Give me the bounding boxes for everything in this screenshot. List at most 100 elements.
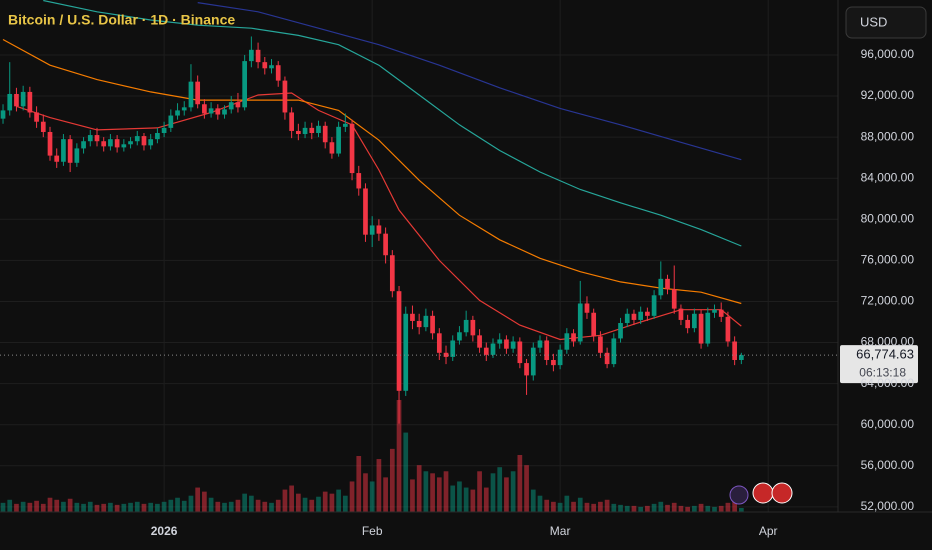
volume-bar: [114, 504, 120, 512]
volume-bar: [195, 487, 201, 512]
candle-body: [591, 312, 597, 337]
volume-bar: [67, 498, 73, 512]
currency-button[interactable]: [845, 6, 927, 39]
volume-bar: [282, 489, 288, 512]
candle-body: [624, 313, 630, 324]
volume-bar: [336, 489, 341, 512]
volume-bar: [443, 471, 449, 512]
volume-bar: [598, 501, 603, 512]
event-icon[interactable]: [752, 482, 774, 504]
candle-body: [242, 61, 248, 108]
candle-body: [108, 139, 113, 147]
volume-bar: [618, 504, 623, 512]
volume-bar: [671, 502, 677, 512]
y-tick-label: 60,000.00: [861, 417, 915, 431]
y-tick-label: 76,000.00: [861, 253, 915, 267]
moving-average: [197, 2, 742, 161]
candle-body: [457, 332, 462, 341]
volume-bar: [356, 456, 362, 512]
candle-body: [477, 335, 482, 348]
y-tick-label: 88,000.00: [861, 129, 915, 143]
candle-body: [249, 49, 254, 62]
volume-bar: [215, 501, 221, 512]
x-tick-label: Apr: [759, 524, 778, 538]
volume-bar: [20, 501, 26, 512]
volume-bar: [61, 501, 66, 512]
candle-body: [195, 81, 201, 105]
volume-bar: [202, 491, 207, 512]
candle-body: [322, 125, 328, 143]
candle-body: [396, 291, 402, 391]
moving-average: [2, 38, 742, 305]
y-tick-label: 64,000.00: [861, 376, 915, 390]
candle-body: [450, 340, 456, 357]
candle-body: [571, 333, 576, 342]
candle-body: [175, 110, 180, 116]
volume-bar: [222, 502, 227, 512]
volume-bar: [7, 499, 13, 512]
candle-body: [128, 141, 133, 145]
volume-bar: [651, 503, 657, 512]
volume-bar: [463, 487, 469, 512]
volume-bar: [0, 502, 6, 512]
volume-bar: [87, 501, 93, 512]
volume-bar: [638, 506, 644, 512]
volume-bar: [698, 503, 704, 512]
candle-body: [262, 62, 268, 69]
candle-body: [631, 313, 637, 320]
event-icon[interactable]: [729, 485, 749, 505]
candle-body: [645, 311, 650, 316]
volume-bar: [155, 503, 160, 512]
volume-bar: [477, 471, 482, 512]
volume-bar: [470, 489, 476, 512]
candle-body: [27, 91, 33, 113]
volume-bar: [725, 502, 731, 512]
candle-body: [74, 148, 80, 163]
event-icon[interactable]: [771, 482, 793, 504]
volume-bar: [510, 471, 516, 512]
candle-body: [342, 123, 348, 127]
volume-bar: [611, 503, 617, 512]
last-price-box: [840, 345, 918, 384]
candle-body: [215, 108, 221, 115]
candle-body: [410, 313, 415, 321]
volume-bar: [544, 499, 550, 512]
volume-bar: [54, 499, 60, 512]
candle-body: [329, 142, 335, 154]
volume-bar: [363, 473, 368, 512]
candle-body: [336, 126, 341, 154]
candle-body: [443, 352, 449, 357]
candle-body: [611, 338, 617, 365]
candle-body: [47, 131, 53, 156]
volume-bar: [309, 499, 315, 512]
candle-body: [497, 339, 503, 344]
candle-body: [114, 139, 120, 148]
volume-bar: [47, 497, 53, 512]
volume-bar: [168, 499, 174, 512]
volume-bar: [342, 495, 348, 512]
volume-bar: [624, 505, 630, 512]
x-tick-label: Feb: [362, 524, 383, 538]
volume-bar: [718, 505, 724, 512]
volume-bar: [302, 497, 308, 512]
volume-bar: [450, 485, 456, 512]
candle-body: [40, 121, 46, 132]
volume-bar: [74, 502, 80, 512]
volume-bar: [430, 473, 435, 512]
candle-body: [705, 312, 711, 344]
candle-body: [202, 104, 207, 114]
y-tick-label: 56,000.00: [861, 458, 915, 472]
volume-bar: [678, 505, 684, 512]
candle-body: [228, 102, 234, 110]
candle-body: [181, 107, 187, 111]
volume-bar: [121, 503, 127, 512]
volume-bar: [732, 501, 737, 512]
volume-bar: [504, 477, 509, 512]
y-tick-label: 84,000.00: [861, 170, 915, 184]
candle-body: [618, 323, 623, 339]
volume-bar: [181, 500, 187, 512]
candle-body: [712, 309, 717, 313]
volume-bar: [557, 502, 563, 512]
volume-bar: [685, 506, 690, 512]
volume-bar: [322, 491, 328, 512]
